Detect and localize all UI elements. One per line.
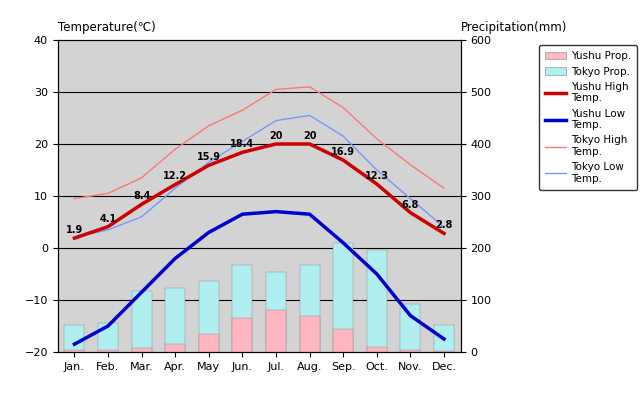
Text: 20: 20 <box>269 131 283 141</box>
Bar <box>64 350 84 352</box>
Text: 1.9: 1.9 <box>66 225 83 235</box>
Bar <box>232 318 252 352</box>
Text: 16.9: 16.9 <box>332 147 355 157</box>
Bar <box>98 323 118 352</box>
Bar <box>333 329 353 352</box>
Bar <box>434 351 454 352</box>
Bar <box>198 281 219 352</box>
Bar <box>132 291 152 352</box>
Bar <box>198 334 219 352</box>
Text: 4.1: 4.1 <box>99 214 116 224</box>
Bar <box>367 250 387 352</box>
Bar <box>232 265 252 352</box>
Bar <box>400 350 420 352</box>
Text: Temperature(℃): Temperature(℃) <box>58 21 156 34</box>
Bar <box>266 272 286 352</box>
Text: 8.4: 8.4 <box>133 191 150 201</box>
Text: 6.8: 6.8 <box>402 200 419 210</box>
Bar <box>300 316 319 352</box>
Bar <box>367 347 387 352</box>
Bar <box>400 304 420 352</box>
Legend: Yushu Prop., Tokyo Prop., Yushu High
Temp., Yushu Low
Temp., Tokyo High
Temp., T: Yushu Prop., Tokyo Prop., Yushu High Tem… <box>539 45 637 190</box>
Bar <box>165 344 186 352</box>
Text: 2.8: 2.8 <box>435 220 452 230</box>
Text: 12.3: 12.3 <box>365 171 388 181</box>
Bar <box>333 243 353 352</box>
Text: 12.2: 12.2 <box>163 172 187 182</box>
Text: Precipitation(mm): Precipitation(mm) <box>461 21 567 34</box>
Bar <box>64 325 84 352</box>
Text: 18.4: 18.4 <box>230 139 255 149</box>
Bar <box>300 265 319 352</box>
Bar <box>434 326 454 352</box>
Text: 20: 20 <box>303 131 316 141</box>
Text: 15.9: 15.9 <box>196 152 221 162</box>
Bar <box>132 348 152 352</box>
Bar <box>165 288 186 352</box>
Bar <box>98 350 118 352</box>
Bar <box>266 310 286 352</box>
